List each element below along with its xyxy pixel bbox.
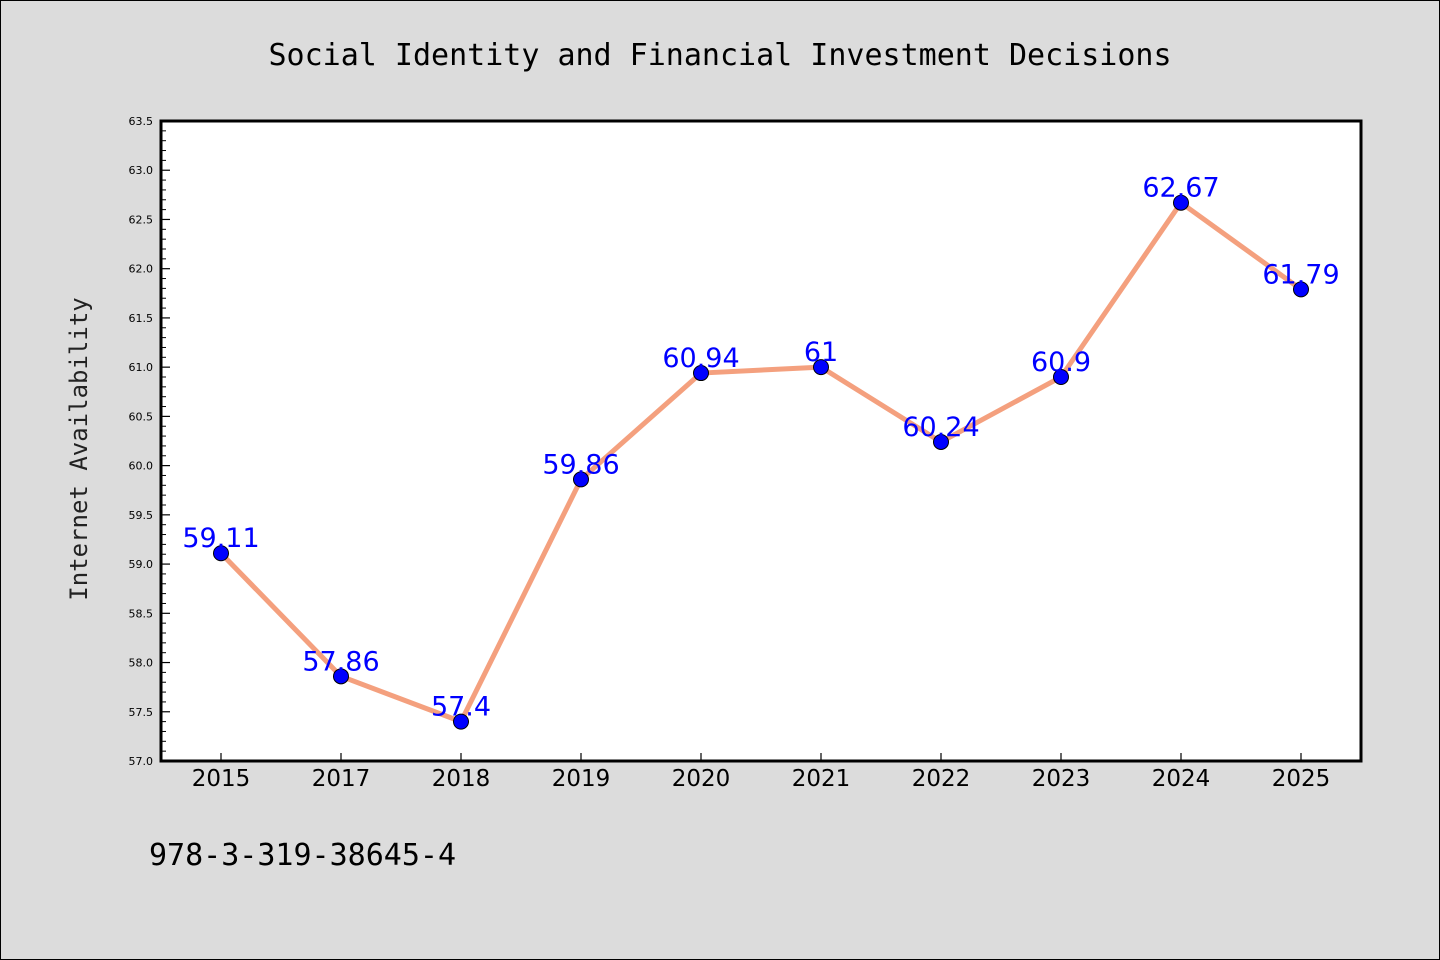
y-axis-label: Internet Availability bbox=[65, 297, 93, 600]
data-label: 62.67 bbox=[1142, 173, 1219, 204]
data-label: 60.94 bbox=[662, 343, 739, 374]
data-point bbox=[693, 365, 709, 382]
y-tick-label: 59.0 bbox=[129, 558, 154, 571]
series-line-group bbox=[218, 200, 1304, 725]
x-tick-label: 2020 bbox=[672, 766, 731, 792]
data-label: 59.11 bbox=[182, 523, 259, 554]
data-point bbox=[1053, 369, 1069, 385]
y-tick-label: 58.0 bbox=[129, 657, 154, 670]
data-label: 60.9 bbox=[1031, 347, 1091, 378]
data-point bbox=[453, 713, 469, 730]
data-label: 61 bbox=[804, 337, 838, 368]
y-tick-label: 57.5 bbox=[129, 706, 154, 719]
data-labels: 59.11 57.86 57.4 59.86 60.94 61 60.24 60.9 62.67… bbox=[182, 173, 1339, 723]
data-point bbox=[1173, 194, 1189, 211]
x-axis-ticks: 2015 2017 2018 2019 2020 2021 2022 2023 2024 2025 bbox=[192, 753, 1331, 792]
y-tick-label: 63.5 bbox=[129, 115, 154, 128]
data-point bbox=[213, 545, 229, 562]
x-tick-label: 2022 bbox=[912, 766, 971, 792]
y-tick-label: 61.5 bbox=[129, 312, 154, 325]
y-axis-ticks: 57.0 57.5 58.0 58.5 59.0 59.5 60.0 60.5 61.0 61.5… bbox=[129, 115, 170, 768]
isbn-text: 978-3-319-38645-4 bbox=[149, 838, 456, 873]
y-tick-label: 57.0 bbox=[129, 755, 154, 768]
x-tick-label: 2018 bbox=[432, 766, 491, 792]
data-label: 60.24 bbox=[902, 412, 979, 443]
y-tick-label: 60.0 bbox=[129, 460, 154, 473]
x-tick-label: 2015 bbox=[192, 766, 251, 792]
data-point bbox=[933, 433, 949, 450]
y-tick-label: 62.5 bbox=[129, 213, 154, 226]
y-tick-label: 61.0 bbox=[129, 361, 154, 374]
y-tick-label: 59.5 bbox=[129, 509, 154, 522]
data-point bbox=[573, 471, 589, 488]
x-tick-label: 2024 bbox=[1152, 766, 1211, 792]
y-tick-label: 58.5 bbox=[129, 607, 154, 620]
series-line bbox=[218, 200, 1304, 725]
x-tick-label: 2017 bbox=[312, 766, 371, 792]
data-label: 57.86 bbox=[302, 646, 379, 677]
data-label: 59.86 bbox=[542, 449, 619, 480]
data-label: 61.79 bbox=[1262, 259, 1339, 290]
data-point bbox=[333, 668, 349, 685]
x-tick-label: 2023 bbox=[1032, 766, 1091, 792]
data-label: 57.4 bbox=[431, 692, 491, 723]
y-tick-label: 60.5 bbox=[129, 410, 154, 423]
x-tick-label: 2021 bbox=[792, 766, 851, 792]
chart-title: Social Identity and Financial Investment… bbox=[268, 38, 1171, 73]
data-point bbox=[813, 359, 829, 376]
data-point bbox=[1293, 281, 1309, 298]
y-tick-label: 63.0 bbox=[129, 164, 154, 177]
data-markers bbox=[213, 194, 1309, 730]
x-tick-label: 2019 bbox=[552, 766, 611, 792]
y-tick-label: 62.0 bbox=[129, 263, 154, 276]
x-tick-label: 2025 bbox=[1272, 766, 1331, 792]
